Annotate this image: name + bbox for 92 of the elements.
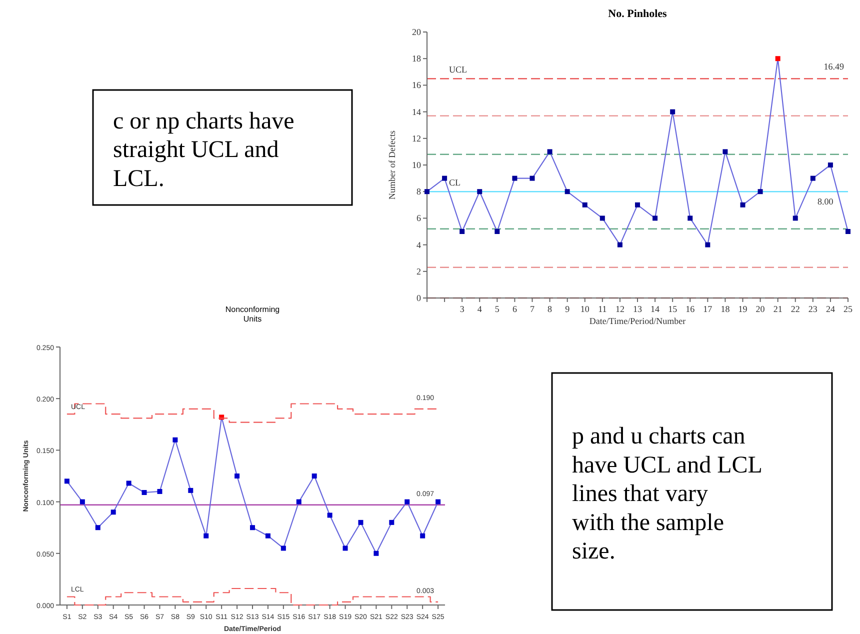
annotation: 16.49 [824, 62, 844, 72]
point [188, 488, 194, 493]
y-tick-label: 18 [412, 54, 422, 64]
x-tick-label: 22 [790, 304, 800, 314]
point [265, 533, 270, 538]
point [389, 520, 394, 525]
point [358, 520, 364, 525]
point [688, 216, 693, 221]
point [670, 109, 676, 114]
y-tick-label: 0 [416, 293, 422, 303]
point [792, 216, 798, 221]
point [460, 229, 465, 234]
text: c or np charts have straight UCL and LCL. [113, 108, 294, 192]
point [234, 474, 240, 478]
point [600, 216, 605, 221]
point [436, 499, 441, 504]
point [250, 525, 255, 530]
point [420, 533, 426, 538]
point [722, 149, 728, 154]
point [110, 510, 116, 515]
y-tick-label: 16 [412, 80, 422, 90]
y-tick-label: 4 [416, 240, 422, 250]
point [582, 202, 588, 208]
point [80, 499, 85, 504]
point [547, 149, 552, 154]
x-tick-label: 11 [598, 304, 607, 314]
x-tick-label: 16 [686, 304, 696, 314]
y-axis-title: Number of Defects [387, 130, 397, 200]
x-tick-label: 25 [844, 304, 853, 314]
x-tick-label: 6 [512, 304, 518, 314]
point [705, 242, 710, 248]
point [374, 550, 379, 556]
x-tick-label: 19 [738, 304, 748, 314]
x-tick-label: 7 [530, 304, 535, 314]
x-axis-title: Date/Time/Period/Number [589, 316, 686, 326]
text: p and u charts can have UCL and LCL lines that vary with the sample size. [572, 424, 762, 565]
x-tick-label: 23 [808, 304, 818, 314]
point [477, 189, 482, 194]
point [172, 437, 178, 442]
point [64, 478, 70, 484]
ref-line-label: CL [449, 178, 461, 188]
point [810, 176, 816, 181]
annotation: 8.00 [817, 196, 834, 207]
y-tick-label: 8 [416, 186, 422, 197]
point [758, 189, 763, 194]
point [157, 488, 162, 494]
point [342, 546, 348, 551]
x-tick-label: 4 [477, 304, 482, 314]
y-tick-label: 2 [416, 266, 421, 276]
x-tick-label: 3 [460, 304, 465, 314]
point [530, 176, 535, 181]
y-tick-label: 6 [416, 213, 422, 224]
y-tick-label: 12 [412, 133, 421, 144]
x-tick-label: 13 [633, 304, 642, 314]
x-tick-label: 21 [773, 304, 782, 314]
point [442, 176, 448, 181]
point [312, 474, 317, 478]
point [617, 242, 622, 248]
x-tick-label: 17 [703, 304, 713, 314]
x-tick-label: 9 [565, 304, 570, 314]
point [652, 216, 658, 221]
point [95, 525, 100, 530]
point [204, 533, 209, 538]
x-tick-label: 14 [650, 304, 660, 314]
point [296, 499, 302, 504]
y-tick-label: 20 [412, 27, 422, 37]
point [846, 229, 850, 234]
point [280, 546, 286, 551]
point [512, 176, 518, 181]
point [327, 512, 332, 518]
point [494, 229, 500, 234]
x-tick-label: 20 [756, 304, 766, 314]
y-tick-label: 10 [412, 160, 422, 170]
point [775, 56, 780, 62]
x-tick-label: 18 [720, 304, 730, 314]
point [635, 202, 640, 208]
x-tick-label: 10 [580, 304, 590, 314]
x-tick-label: 15 [668, 304, 678, 314]
x-tick-label: 12 [615, 304, 624, 314]
point [142, 490, 147, 496]
point [564, 189, 570, 194]
x-tick-label: 5 [494, 304, 500, 314]
point [740, 202, 746, 208]
y-tick-label: 14 [412, 106, 422, 117]
chart-title: Nonconforming Units [225, 305, 280, 324]
ref-line-label: UCL [449, 64, 467, 75]
point [404, 499, 410, 504]
point [828, 162, 833, 168]
x-tick-label: 24 [826, 304, 836, 314]
point [126, 480, 132, 486]
x-tick-label: 8 [548, 304, 553, 314]
chart-title: No. Pinholes [608, 8, 668, 20]
